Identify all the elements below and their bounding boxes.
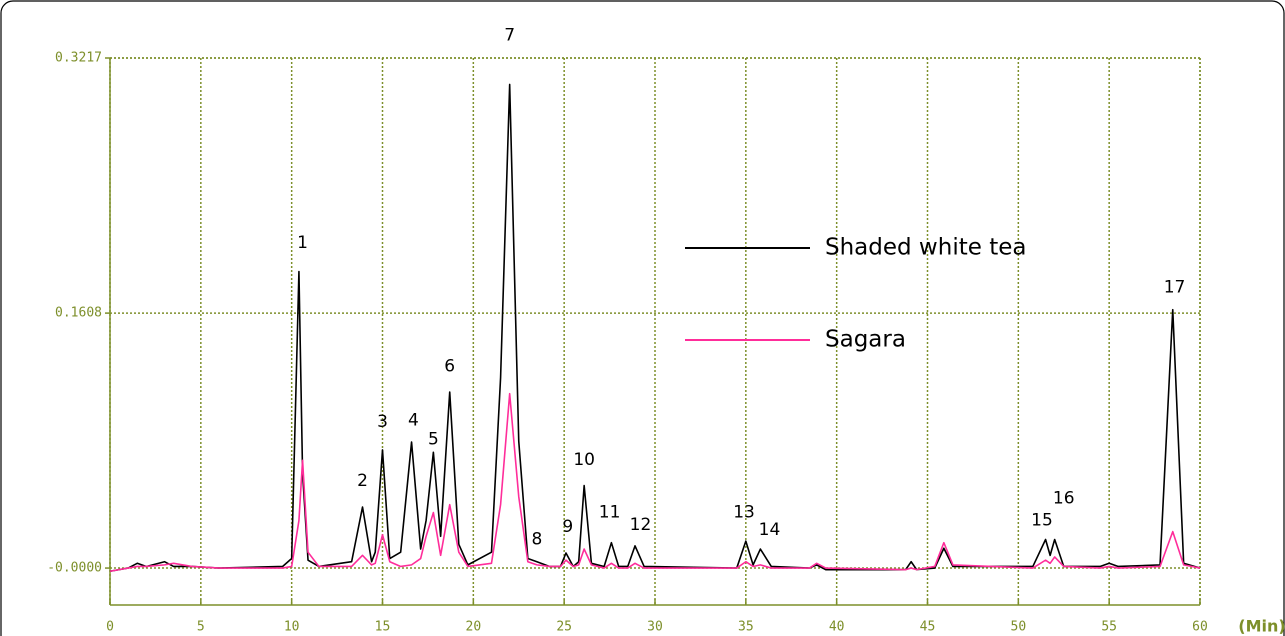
- x-tick-label: 0: [106, 620, 114, 635]
- peak-label: 16: [1053, 488, 1075, 508]
- legend-label: Shaded white tea: [825, 235, 1026, 261]
- peak-label: 3: [377, 412, 388, 432]
- peak-label: 9: [562, 517, 573, 537]
- y-tick-label: -0.0000: [47, 561, 102, 576]
- x-tick-label: 25: [556, 620, 572, 635]
- peak-label: 10: [573, 450, 595, 470]
- peak-label: 12: [630, 515, 652, 535]
- y-tick-label: 0.1608: [55, 306, 102, 321]
- x-tick-label: 30: [647, 620, 663, 635]
- peak-label: 5: [428, 430, 439, 450]
- x-tick-label: 10: [284, 620, 300, 635]
- peak-label: 17: [1164, 277, 1186, 297]
- peak-label: 2: [357, 471, 368, 491]
- y-tick-label: 0.3217: [55, 51, 102, 66]
- peak-label: 4: [408, 411, 419, 431]
- x-tick-label: 45: [920, 620, 936, 635]
- peak-label: 11: [599, 503, 621, 523]
- x-tick-label: 5: [197, 620, 205, 635]
- peak-label: 14: [759, 520, 781, 540]
- x-tick-label: 40: [829, 620, 845, 635]
- x-tick-label: 20: [466, 620, 482, 635]
- peak-label: 8: [532, 530, 543, 550]
- x-tick-label: 50: [1011, 620, 1027, 635]
- x-tick-label: 60: [1192, 620, 1208, 635]
- peak-label: 15: [1031, 510, 1053, 530]
- series-line: [109, 83, 1201, 573]
- x-tick-label: 35: [738, 620, 754, 635]
- x-tick-label: 15: [375, 620, 391, 635]
- legend-label: Sagara: [825, 327, 906, 353]
- x-axis-label: (Min): [1238, 617, 1285, 636]
- peak-label: 13: [733, 503, 755, 523]
- series-line: [109, 392, 1201, 573]
- x-tick-label: 55: [1101, 620, 1117, 635]
- peak-label: 6: [444, 357, 455, 377]
- peak-label: 7: [504, 25, 515, 45]
- peak-label: 1: [297, 233, 308, 253]
